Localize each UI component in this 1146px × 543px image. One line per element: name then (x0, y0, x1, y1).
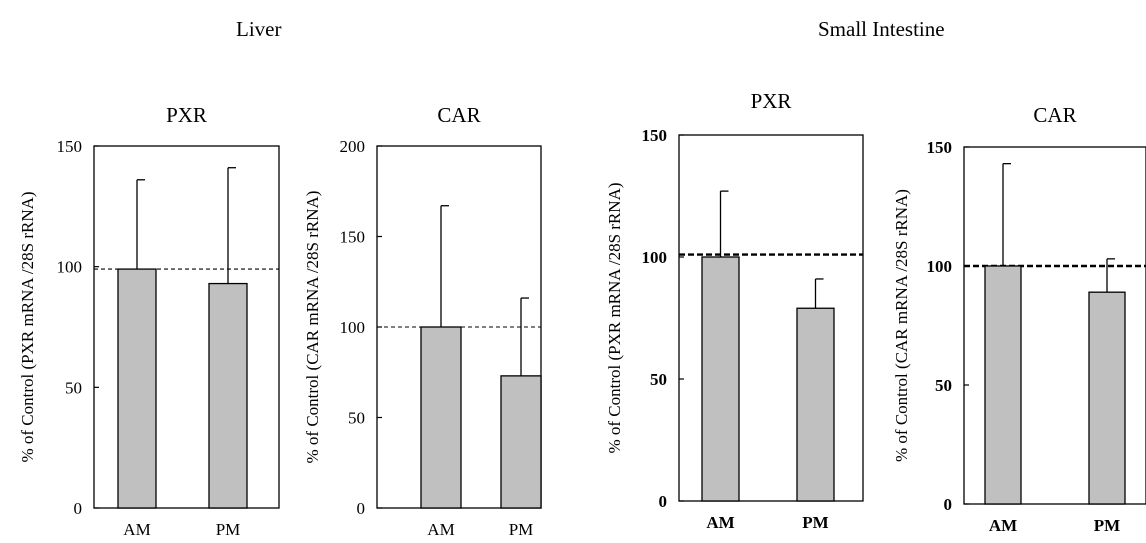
bar-am (701, 256, 740, 502)
y-tick-label: 150 (642, 126, 668, 145)
chart-panel-4: CAR 0 50 100 150 % of Control (CAR mRNA /28S … (892, 103, 1146, 535)
y-tick-label: 0 (357, 499, 366, 518)
x-category-label: AM (123, 520, 150, 539)
y-tick-label: 100 (340, 318, 366, 337)
y-tick-label: 0 (944, 495, 953, 514)
group-title-small-intestine: Small Intestine (818, 17, 945, 41)
y-tick-label: 100 (927, 257, 953, 276)
y-tick-label: 50 (348, 409, 365, 428)
plot-frame (963, 146, 1146, 505)
y-tick-label: 150 (340, 228, 366, 247)
chart-title: PXR (166, 103, 207, 127)
y-tick-label: 200 (340, 137, 366, 156)
chart-title: CAR (1033, 103, 1076, 127)
y-axis-label: % of Control (CAR mRNA /28S rRNA) (303, 191, 322, 464)
y-tick-label: 50 (65, 378, 82, 397)
y-tick-label: 50 (935, 376, 952, 395)
bar-pm (1088, 291, 1126, 505)
x-category-label: PM (216, 520, 241, 539)
bar-pm (208, 282, 248, 509)
x-category-label: PM (802, 513, 828, 532)
plot-frame (678, 134, 864, 502)
chart-title: PXR (751, 89, 792, 113)
y-tick-label: 150 (57, 137, 83, 156)
y-tick-label: 50 (650, 370, 667, 389)
x-category-label: AM (989, 516, 1017, 535)
y-axis-label: % of Control (PXR mRNA /28S rRNA) (605, 182, 624, 453)
y-axis-label: % of Control (CAR mRNA /28S rRNA) (892, 189, 911, 462)
chart-panel-1: PXR 0 50 100 150 % of Control (PXR mRNA /28S … (18, 103, 280, 539)
chart-panel-3: PXR 0 50 100 150 % of Control (PXR mRNA /28S … (605, 89, 864, 532)
x-category-label: PM (1094, 516, 1120, 535)
y-tick-label: 100 (642, 248, 668, 267)
chart-title: CAR (437, 103, 480, 127)
bar-am (420, 326, 462, 509)
group-title-liver: Liver (236, 17, 282, 41)
bar-pm (500, 375, 542, 509)
bar-am (117, 268, 157, 509)
y-tick-label: 100 (57, 258, 83, 277)
y-tick-label: 150 (927, 138, 953, 157)
plot-frame (93, 145, 280, 509)
bar-am (984, 265, 1022, 505)
y-axis-label: % of Control (PXR mRNA /28S rRNA) (18, 191, 37, 462)
y-tick-label: 0 (659, 492, 668, 511)
y-tick-label: 0 (74, 499, 83, 518)
x-category-label: AM (706, 513, 734, 532)
bar-pm (796, 307, 835, 502)
x-category-label: AM (427, 520, 454, 539)
chart-panel-2: CAR 0 50 100 150 200 % of Control (CAR mRNA /2… (303, 103, 542, 539)
x-category-label: PM (509, 520, 534, 539)
